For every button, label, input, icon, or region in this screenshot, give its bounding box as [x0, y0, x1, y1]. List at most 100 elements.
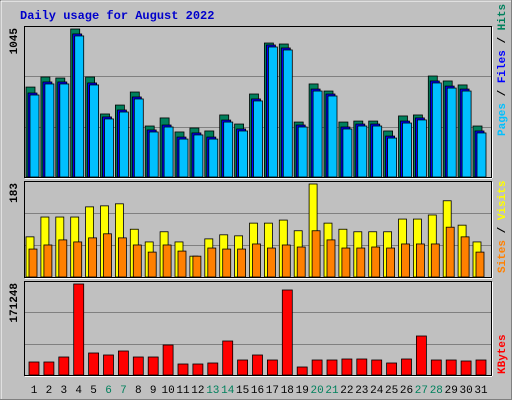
bar [431, 82, 442, 178]
legend-entry: Files [497, 50, 509, 83]
y-tick-label: 183 [9, 183, 21, 203]
bar [415, 243, 425, 278]
x-tick-label: 16 [251, 385, 264, 397]
bar [162, 244, 172, 278]
bar [430, 243, 440, 278]
x-tick-label: 3 [60, 385, 67, 397]
bar [401, 358, 412, 376]
x-tick-label: 12 [191, 385, 204, 397]
bar [475, 251, 485, 278]
bar [461, 90, 472, 178]
bar [326, 239, 336, 278]
bar [356, 247, 366, 278]
x-tick-label: 19 [296, 385, 309, 397]
y-tick-label: 171248 [9, 283, 21, 323]
bar [386, 247, 396, 278]
x-tick-label: 5 [90, 385, 97, 397]
bar [416, 119, 427, 178]
bar [372, 125, 383, 178]
x-tick-label: 26 [400, 385, 413, 397]
bar [371, 246, 381, 278]
bar [223, 121, 234, 178]
bar [29, 94, 40, 178]
bar [402, 122, 412, 178]
bar [43, 244, 53, 278]
bar [460, 236, 470, 278]
bar [89, 84, 99, 178]
bar [237, 359, 249, 376]
x-tick-label: 4 [75, 385, 82, 397]
legend: Pages / Files / Hits [497, 4, 509, 136]
bar [312, 90, 323, 178]
x-tick-label: 29 [445, 385, 458, 397]
bar [118, 237, 127, 278]
bar [103, 233, 112, 278]
bar [207, 362, 219, 376]
legend-separator: / [497, 83, 509, 103]
bar [476, 132, 487, 178]
bar [252, 243, 261, 278]
bar [222, 340, 234, 376]
x-tick-label: 1 [31, 385, 38, 397]
bar [281, 289, 293, 376]
legend: Sites / Visits [497, 181, 509, 273]
bar [401, 243, 410, 278]
bar [327, 95, 338, 178]
bar [73, 241, 83, 278]
x-tick-label: 14 [221, 385, 235, 397]
bar [475, 359, 487, 376]
bar [311, 230, 321, 278]
x-tick-label: 6 [105, 385, 112, 397]
bar [342, 128, 353, 178]
x-tick-label: 22 [340, 385, 353, 397]
x-tick-label: 7 [120, 385, 127, 397]
bar [74, 35, 85, 178]
bar [132, 356, 144, 376]
bar [341, 358, 353, 376]
bar [177, 363, 189, 376]
bar [357, 125, 368, 178]
bar [326, 359, 338, 376]
x-tick-label: 15 [236, 385, 249, 397]
legend: KBytes [497, 334, 509, 374]
bar [297, 126, 308, 178]
legend-entry: Pages [497, 103, 509, 136]
bar [446, 87, 457, 178]
bar [266, 359, 278, 376]
bar [177, 250, 187, 278]
bar [386, 362, 398, 376]
bar [132, 244, 142, 278]
bar [193, 134, 204, 178]
bar [311, 359, 323, 376]
bar [88, 352, 99, 376]
bar [103, 354, 114, 376]
x-tick-label: 20 [310, 385, 323, 397]
bar [430, 359, 442, 376]
bar [296, 246, 306, 278]
legend-separator: / [497, 220, 509, 240]
legend-entry: Sites [497, 240, 509, 273]
bar [88, 237, 97, 278]
bar [222, 248, 232, 278]
bar [178, 138, 189, 178]
bar [371, 359, 383, 376]
bar [119, 111, 129, 178]
bar [445, 226, 455, 278]
bar [58, 356, 70, 376]
bar [58, 239, 68, 278]
bar [162, 344, 174, 376]
bar [296, 366, 308, 376]
bar [104, 118, 114, 178]
bar [445, 359, 457, 376]
bar [44, 83, 55, 178]
legend-entry: Hits [497, 4, 509, 30]
x-tick-label: 27 [415, 385, 428, 397]
bar [208, 138, 219, 178]
x-tick-label: 18 [281, 385, 294, 397]
bar [252, 354, 263, 376]
bar [415, 335, 427, 376]
bar [282, 49, 293, 178]
x-tick-label: 9 [150, 385, 157, 397]
bar [147, 356, 159, 376]
